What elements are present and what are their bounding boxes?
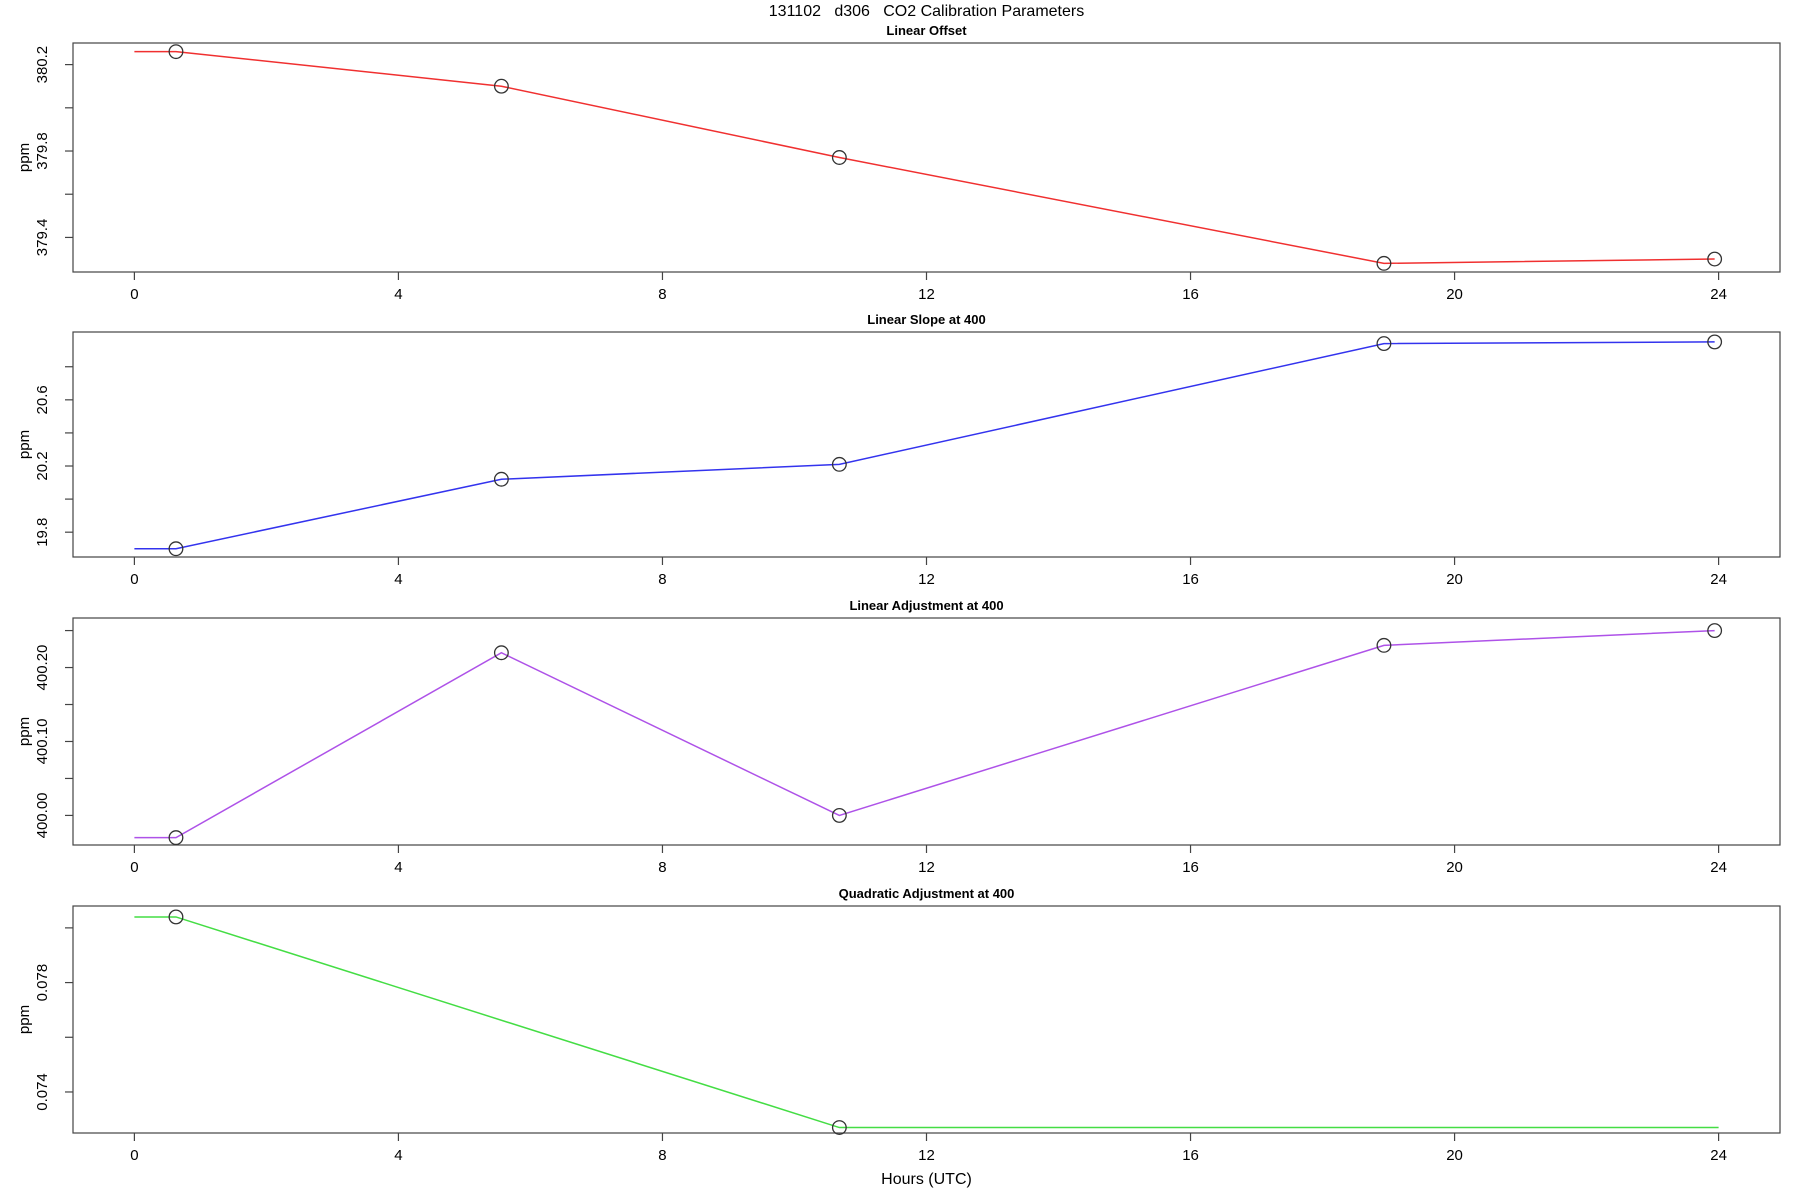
x-tick-label: 20 bbox=[1446, 571, 1463, 588]
y-tick-label: 400.10 bbox=[34, 719, 51, 765]
y-tick-label: 380.2 bbox=[34, 46, 51, 84]
y-tick-label: 20.6 bbox=[34, 385, 51, 414]
y-axis-label: ppm bbox=[16, 717, 33, 746]
data-point-marker bbox=[831, 1120, 847, 1135]
data-point-marker bbox=[168, 830, 184, 846]
plot-frame bbox=[72, 905, 1781, 1134]
data-point-marker bbox=[1376, 336, 1392, 352]
x-tick-label: 12 bbox=[918, 859, 935, 876]
x-tick-label: 4 bbox=[394, 286, 402, 303]
y-axis-label: ppm bbox=[16, 1005, 33, 1034]
x-tick-label: 12 bbox=[918, 1147, 935, 1164]
y-tick-label: 19.8 bbox=[34, 518, 51, 547]
data-point-marker bbox=[831, 807, 847, 823]
x-tick-label: 24 bbox=[1710, 286, 1727, 303]
y-tick-label: 20.2 bbox=[34, 451, 51, 480]
x-tick-label: 8 bbox=[658, 1147, 666, 1164]
x-tick-label: 20 bbox=[1446, 286, 1463, 303]
x-tick-label: 0 bbox=[130, 1147, 138, 1164]
data-point-marker bbox=[831, 150, 847, 165]
panel-title: Linear Adjustment at 400 bbox=[849, 598, 1003, 613]
data-point-marker bbox=[493, 471, 509, 487]
y-tick-label: 379.4 bbox=[34, 219, 51, 257]
y-tick-label: 400.20 bbox=[34, 645, 51, 691]
data-point-marker bbox=[1376, 637, 1392, 653]
x-tick-label: 16 bbox=[1182, 859, 1199, 876]
data-point-marker bbox=[168, 541, 184, 557]
panel-title: Linear Slope at 400 bbox=[867, 312, 986, 327]
y-tick-label: 400.00 bbox=[34, 792, 51, 838]
x-tick-label: 0 bbox=[130, 286, 138, 303]
series-line bbox=[134, 916, 1719, 1129]
panel-linear-offset: 0 4 8 12 16 20 24 379.4 379.8 380.2 ppm Linear Offs… bbox=[16, 23, 1781, 303]
x-tick-label: 0 bbox=[130, 859, 138, 876]
plot-frame bbox=[72, 42, 1781, 273]
x-tick-label: 12 bbox=[918, 571, 935, 588]
panels-group: 0 4 8 12 16 20 24 379.4 379.8 380.2 ppm Linear Offs… bbox=[16, 23, 1781, 1164]
x-tick-label: 24 bbox=[1710, 571, 1727, 588]
x-tick-label: 16 bbox=[1182, 571, 1199, 588]
series-line bbox=[134, 629, 1715, 839]
data-point-marker bbox=[831, 456, 847, 472]
x-tick-label: 4 bbox=[394, 859, 402, 876]
x-tick-label: 16 bbox=[1182, 1147, 1199, 1164]
x-tick-label: 20 bbox=[1446, 859, 1463, 876]
x-tick-label: 4 bbox=[394, 1147, 402, 1164]
x-tick-label: 8 bbox=[658, 571, 666, 588]
data-point-marker bbox=[1376, 255, 1392, 271]
data-point-marker bbox=[168, 44, 184, 60]
plot-frame bbox=[72, 617, 1781, 846]
y-tick-label: 0.074 bbox=[34, 1073, 51, 1111]
data-point-marker bbox=[1707, 334, 1723, 350]
x-tick-label: 24 bbox=[1710, 859, 1727, 876]
x-tick-label: 24 bbox=[1710, 1147, 1727, 1164]
x-tick-label: 8 bbox=[658, 859, 666, 876]
x-tick-label: 4 bbox=[394, 571, 402, 588]
panel-title: Quadratic Adjustment at 400 bbox=[839, 886, 1015, 901]
y-tick-label: 0.078 bbox=[34, 964, 51, 1002]
series-line bbox=[134, 50, 1715, 265]
x-tick-label: 12 bbox=[918, 286, 935, 303]
panel-title: Linear Offset bbox=[886, 23, 967, 38]
x-tick-label: 20 bbox=[1446, 1147, 1463, 1164]
data-point-marker bbox=[493, 645, 509, 661]
data-point-marker bbox=[168, 909, 184, 925]
x-tick-label: 16 bbox=[1182, 286, 1199, 303]
data-point-marker bbox=[1707, 251, 1723, 267]
figure-title: 131102 d306 CO2 Calibration Parameters bbox=[768, 3, 1085, 20]
panel-linear-adjustment-at-400: 0 4 8 12 16 20 24 400.00 400.10 400.20 ppm Linear A… bbox=[16, 598, 1781, 876]
y-tick-label: 379.8 bbox=[34, 132, 51, 170]
data-point-marker bbox=[493, 78, 509, 94]
x-tick-label: 0 bbox=[130, 571, 138, 588]
x-tick-label: 8 bbox=[658, 286, 666, 303]
y-axis-label: ppm bbox=[16, 143, 33, 172]
data-point-marker bbox=[1707, 623, 1723, 639]
series-line bbox=[134, 341, 1715, 550]
y-axis-label: ppm bbox=[16, 430, 33, 459]
x-axis-label: Hours (UTC) bbox=[881, 1171, 972, 1188]
